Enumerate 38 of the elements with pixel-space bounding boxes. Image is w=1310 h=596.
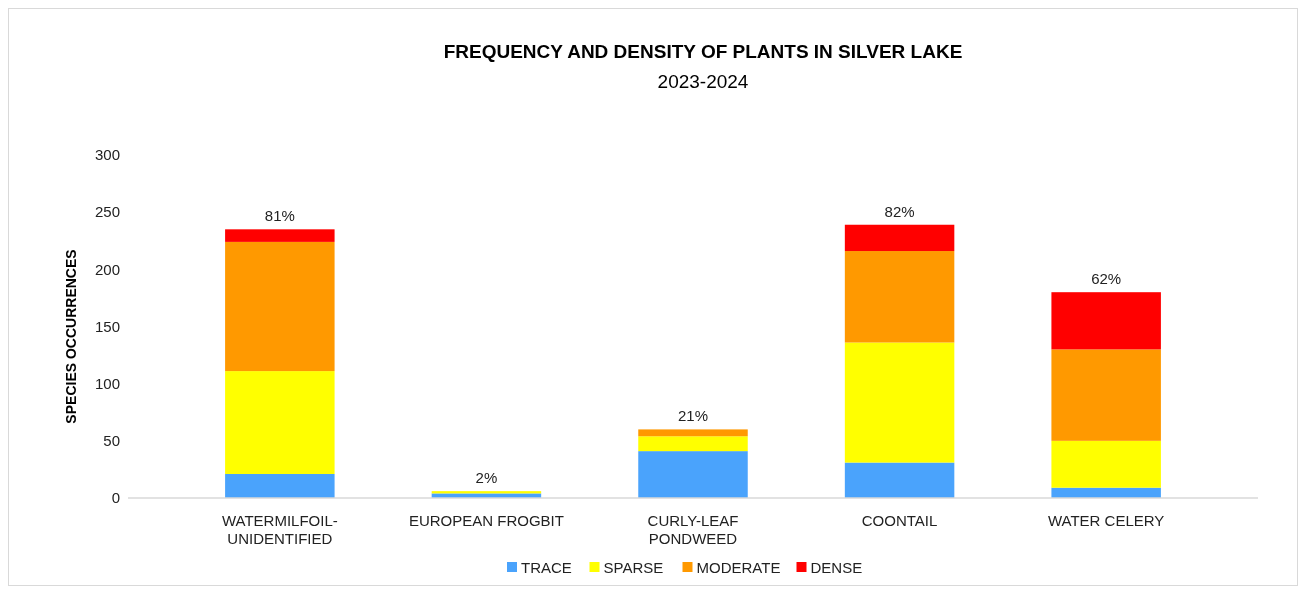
bar [844,462,955,498]
y-tick-label: 250 [94,203,120,221]
y-tick-label: 300 [94,146,120,164]
bar [638,429,748,437]
bar [225,371,335,474]
y-tick-label: 150 [94,317,120,335]
x-tick-label: EUROPEAN FROGBIT [408,512,564,529]
bar [638,451,748,498]
bar [1051,292,1161,350]
bar [1051,349,1161,441]
x-tick-label: COONTAIL [861,512,938,529]
y-axis-title: SPECIES OCCURRENCES [63,249,79,424]
legend-label: DENSE [810,559,863,577]
bar [844,224,955,252]
legend-label: MODERATE [696,559,781,577]
x-tick-label: CURLY-LEAF PONDWEED [647,512,739,547]
x-tick-label: WATERMILFOIL-UNIDENTIFIED [221,512,338,547]
bar [225,229,335,242]
annotation: 81% [264,207,295,225]
bar [1051,440,1161,488]
bar [225,241,335,372]
chart-title: FREQUENCY AND DENSITY OF PLANTS IN SILVER LAKE [443,41,963,62]
bar [638,436,748,452]
chart-subtitle: 2023-2024 [657,71,749,92]
annotation: 62% [1091,270,1122,288]
annotation: 82% [884,202,915,220]
y-tick-label: 100 [94,374,120,392]
y-tick-label: 0 [111,489,120,507]
x-tick-label: WATER CELERY [1047,512,1165,529]
y-tick-label: 50 [103,432,120,450]
bar [225,473,335,498]
legend-label: SPARSE [603,559,664,577]
bar [844,251,955,343]
y-tick-label: 200 [94,260,120,278]
bar [844,342,955,463]
annotation: 21% [677,407,709,425]
annotation: 2% [475,469,498,487]
legend-label: TRACE [521,559,572,577]
